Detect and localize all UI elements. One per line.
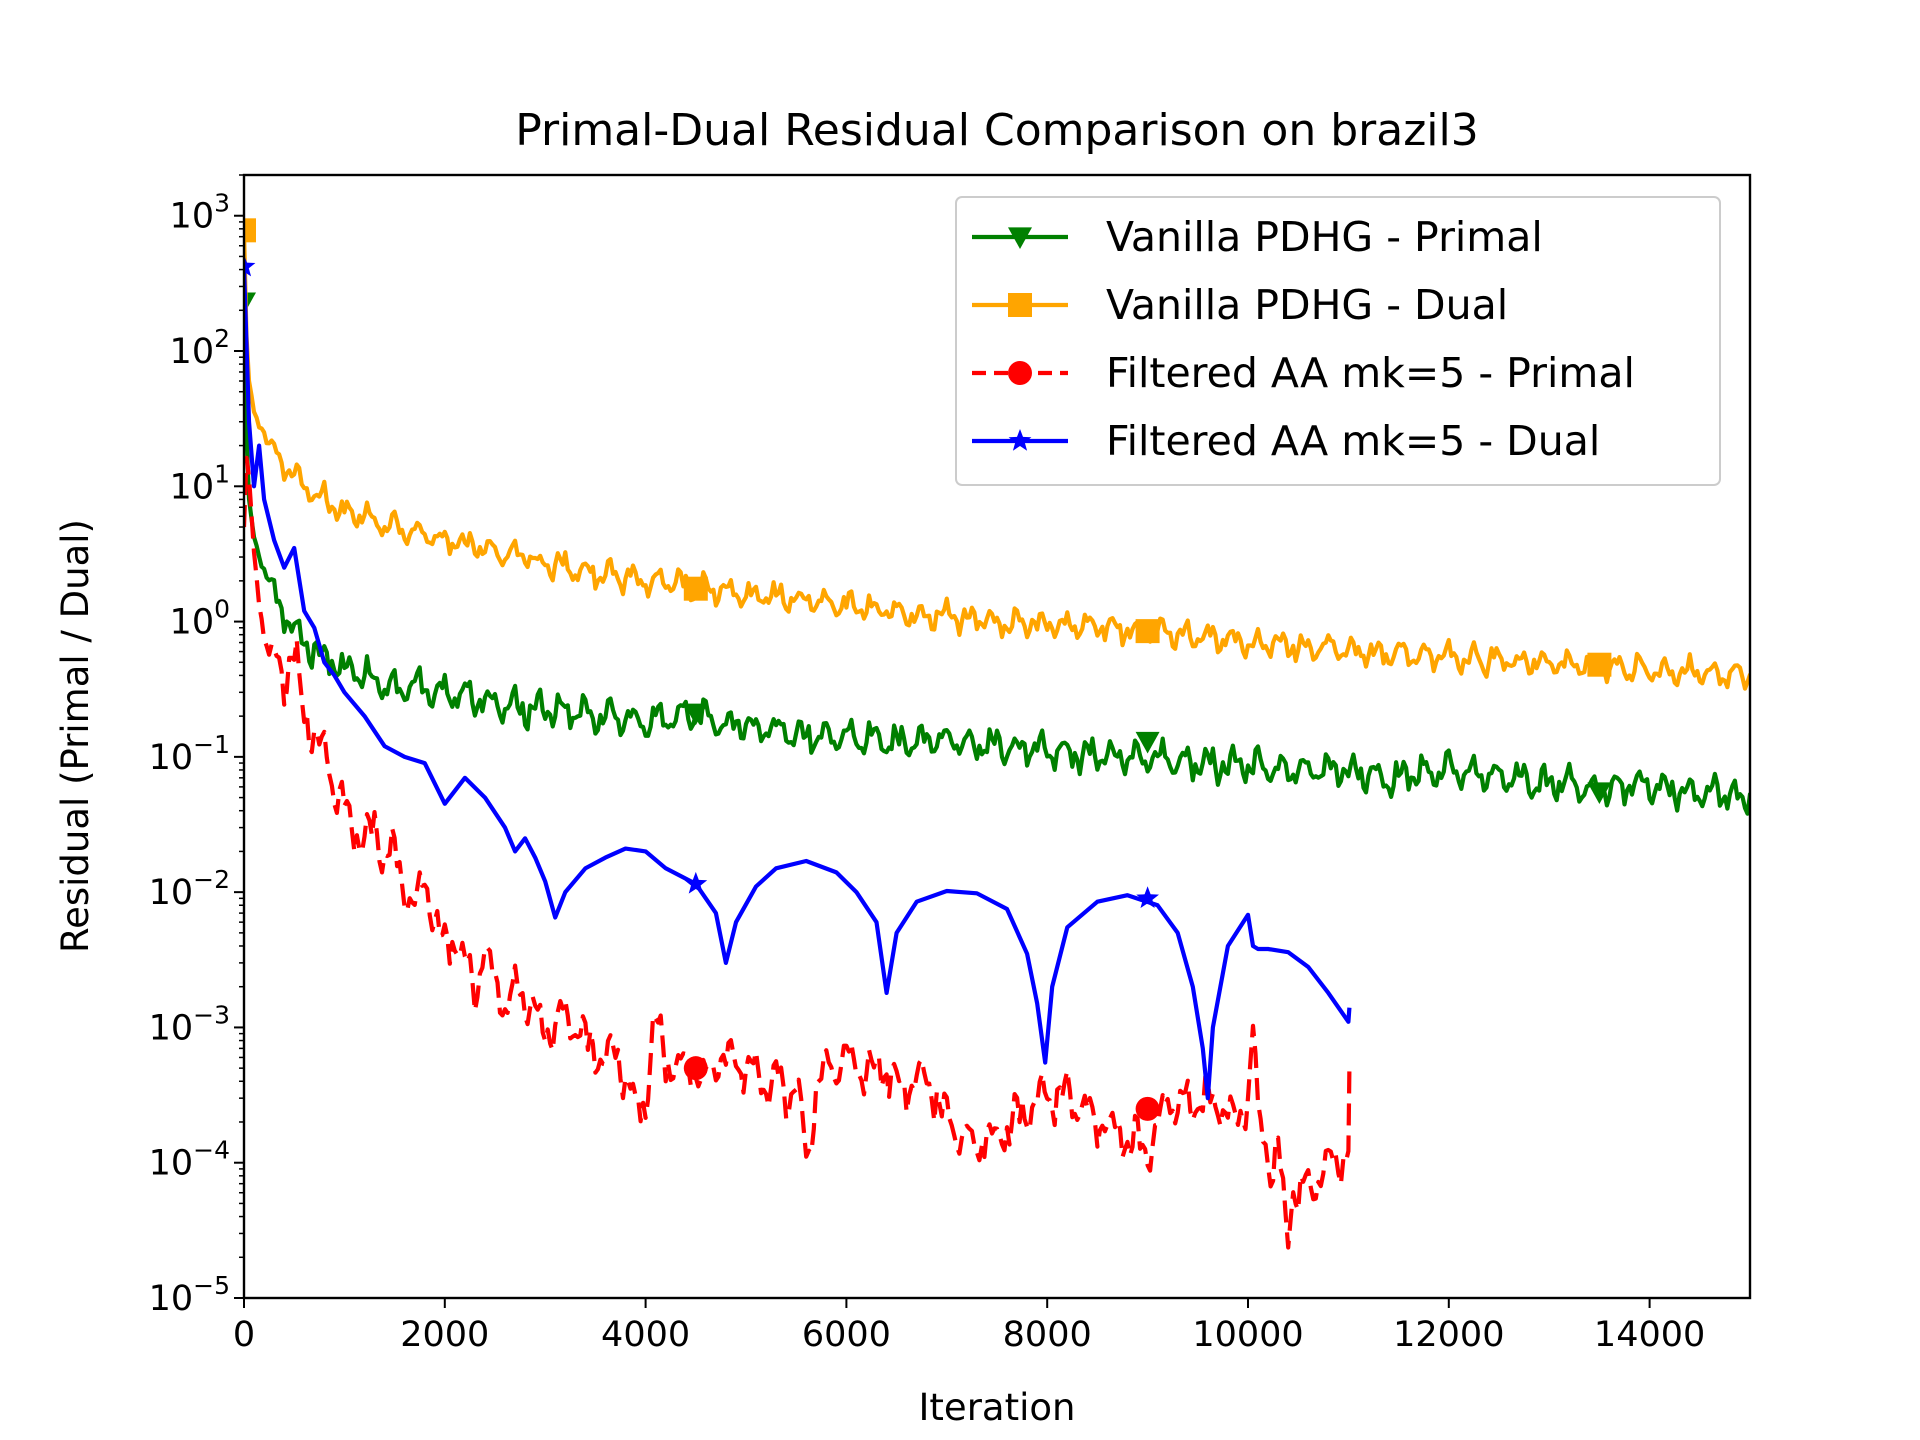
y-tick-label: 100	[170, 595, 230, 643]
y-tick-label: 10−4	[149, 1136, 230, 1184]
legend-label: Vanilla PDHG - Dual	[1106, 281, 1508, 329]
x-tick-label: 6000	[802, 1315, 891, 1355]
series-marker-filtered-aa-mk-5-dual	[684, 871, 708, 894]
legend: Vanilla PDHG - Primal Vanilla PDHG - Dual…	[955, 196, 1721, 486]
series-marker-filtered-aa-mk-5-primal	[1135, 1096, 1160, 1121]
x-tick-label: 10000	[1192, 1315, 1303, 1355]
x-tick-label: 14000	[1594, 1315, 1705, 1355]
legend-marker-vanilla-pdhg-primal	[1008, 227, 1032, 249]
series-line-filtered-aa-mk-5-primal	[244, 455, 1352, 1250]
series-marker-vanilla-pdhg-primal	[1135, 731, 1160, 754]
y-axis-label: Residual (Primal / Dual)	[54, 519, 97, 953]
y-tick-label: 10−1	[149, 730, 230, 778]
series-line-vanilla-pdhg-primal	[244, 302, 1750, 816]
x-tick-label: 4000	[601, 1315, 690, 1355]
x-axis: 0 2000 4000 6000 8000 10000 12000 14000	[233, 1298, 1705, 1355]
series-marker-vanilla-pdhg-dual	[244, 218, 256, 243]
plot-frame	[242, 173, 1752, 1300]
legend-marker-vanilla-pdhg-dual	[1008, 293, 1032, 317]
series-marker-vanilla-pdhg-primal	[683, 703, 708, 726]
x-axis-label: Iteration	[919, 1386, 1076, 1429]
x-tick-label: 0	[233, 1315, 255, 1355]
y-tick-label: 10−3	[149, 1000, 230, 1048]
y-tick-label: 10−2	[149, 865, 230, 913]
series-marker-vanilla-pdhg-dual	[1587, 652, 1612, 677]
y-tick-label: 10−5	[149, 1271, 230, 1319]
chart-title: Primal-Dual Residual Comparison on brazi…	[515, 105, 1479, 156]
y-tick-label: 101	[170, 459, 230, 507]
series-marker-filtered-aa-mk-5-dual	[1136, 886, 1159, 908]
series-marker-vanilla-pdhg-dual	[683, 576, 708, 601]
series-line-filtered-aa-mk-5-dual	[244, 266, 1352, 1101]
legend-marker-filtered-aa-mk-5-dual	[1008, 429, 1032, 451]
y-axis: 10−5 10−4 10−3 10−2 10−1 100 101 102 103	[149, 174, 244, 1319]
series-marker-filtered-aa-mk-5-primal	[683, 1056, 708, 1081]
legend-label: Vanilla PDHG - Primal	[1106, 213, 1543, 261]
series-marker-vanilla-pdhg-dual	[1135, 619, 1160, 644]
y-tick-label: 102	[170, 324, 230, 372]
legend-label: Filtered AA mk=5 - Primal	[1106, 349, 1635, 397]
series-marker-vanilla-pdhg-primal	[1587, 782, 1612, 804]
legend-label: Filtered AA mk=5 - Dual	[1106, 417, 1600, 465]
x-tick-label: 12000	[1393, 1315, 1504, 1355]
legend-box	[955, 196, 1721, 486]
x-tick-label: 8000	[1003, 1315, 1092, 1355]
series-line-vanilla-pdhg-dual	[244, 230, 1750, 691]
y-tick-label: 103	[170, 189, 230, 237]
x-tick-label: 2000	[400, 1315, 489, 1355]
series-layer	[244, 218, 1750, 1250]
legend-marker-filtered-aa-mk-5-primal	[1008, 361, 1032, 385]
series-marker-filtered-aa-mk-5-dual	[244, 254, 256, 277]
